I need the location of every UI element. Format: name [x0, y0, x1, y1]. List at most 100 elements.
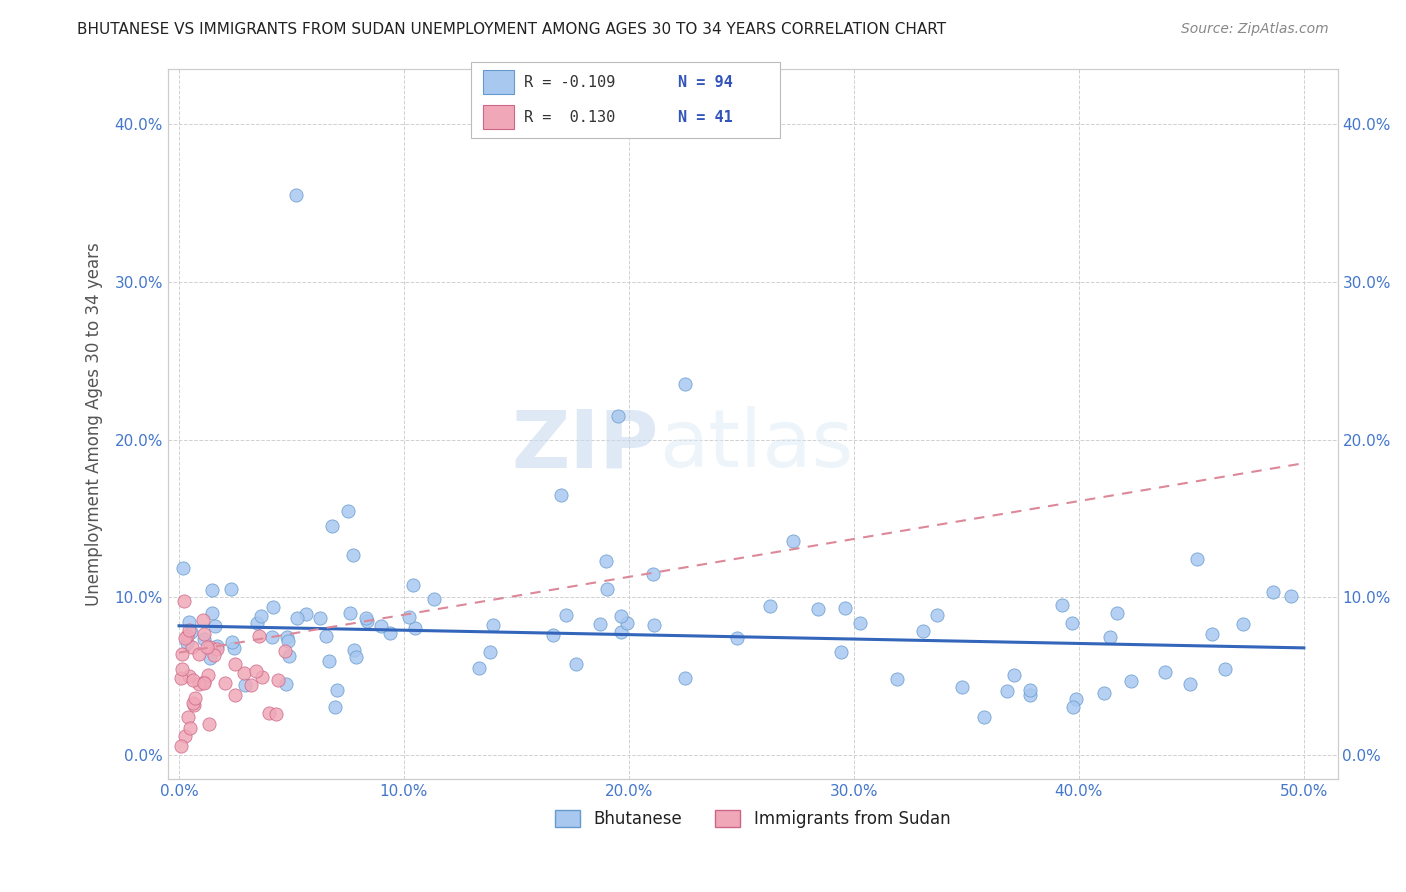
Point	[191, 613, 214, 627]
Point	[285, 611, 308, 625]
Point	[782, 533, 804, 548]
Point	[356, 614, 378, 628]
Point	[344, 650, 367, 665]
Point	[758, 599, 780, 614]
Point	[257, 706, 280, 720]
Point	[179, 615, 201, 630]
Text: atlas: atlas	[659, 406, 853, 484]
Point	[315, 629, 337, 643]
Point	[188, 647, 211, 661]
Point	[467, 660, 489, 674]
Point	[200, 640, 222, 654]
Point	[173, 729, 195, 743]
Point	[478, 645, 501, 659]
Point	[673, 377, 696, 392]
Point	[323, 700, 346, 714]
Point	[643, 618, 665, 632]
Point	[176, 629, 198, 643]
Point	[342, 548, 364, 562]
Point	[181, 696, 204, 710]
Point	[295, 607, 318, 622]
Point	[195, 640, 218, 655]
Point	[995, 684, 1018, 698]
Point	[198, 716, 221, 731]
Point	[1098, 630, 1121, 644]
Point	[264, 706, 287, 721]
Legend: Bhutanese, Immigrants from Sudan: Bhutanese, Immigrants from Sudan	[548, 803, 957, 835]
Point	[1279, 589, 1302, 603]
Point	[170, 647, 193, 661]
Point	[596, 582, 619, 596]
Point	[336, 503, 359, 517]
Point	[1201, 627, 1223, 641]
Point	[250, 608, 273, 623]
Point	[339, 606, 361, 620]
Point	[565, 657, 588, 672]
Point	[184, 691, 207, 706]
Point	[193, 627, 215, 641]
Point	[250, 670, 273, 684]
Point	[1187, 552, 1209, 566]
Point	[276, 630, 298, 644]
Point	[1119, 673, 1142, 688]
Point	[181, 673, 204, 687]
Point	[1019, 682, 1042, 697]
Point	[204, 619, 226, 633]
Point	[1064, 691, 1087, 706]
Point	[205, 642, 228, 657]
Point	[207, 640, 229, 654]
Point	[197, 668, 219, 682]
Point	[830, 644, 852, 658]
Point	[176, 635, 198, 649]
FancyBboxPatch shape	[471, 62, 780, 138]
Point	[1002, 667, 1025, 681]
Point	[233, 678, 256, 692]
Point	[1261, 585, 1284, 599]
Point	[1050, 598, 1073, 612]
Point	[911, 624, 934, 639]
Point	[273, 644, 295, 658]
Point	[193, 632, 215, 647]
Text: R =  0.130: R = 0.130	[523, 110, 614, 125]
Point	[180, 625, 202, 640]
Point	[202, 648, 225, 662]
Bar	[484, 105, 515, 129]
Point	[170, 662, 193, 676]
Point	[177, 710, 200, 724]
Point	[1232, 616, 1254, 631]
Point	[221, 635, 243, 649]
Point	[380, 626, 402, 640]
Point	[1092, 685, 1115, 699]
Point	[1213, 662, 1236, 676]
Text: N = 41: N = 41	[678, 110, 733, 125]
Point	[356, 611, 378, 625]
Point	[1018, 688, 1040, 702]
Point	[249, 629, 271, 643]
Point	[179, 623, 201, 637]
Point	[555, 607, 578, 622]
Text: N = 94: N = 94	[678, 75, 733, 90]
Point	[834, 600, 856, 615]
Point	[193, 675, 215, 690]
Point	[1107, 607, 1129, 621]
Text: R = -0.109: R = -0.109	[523, 75, 614, 90]
Point	[170, 671, 193, 685]
Y-axis label: Unemployment Among Ages 30 to 34 years: Unemployment Among Ages 30 to 34 years	[86, 242, 103, 606]
Point	[277, 634, 299, 648]
Point	[245, 664, 267, 678]
Point	[606, 409, 628, 423]
Point	[278, 648, 301, 663]
Point	[673, 671, 696, 685]
Point	[309, 611, 332, 625]
Point	[423, 591, 446, 606]
Point	[401, 577, 423, 591]
Point	[641, 566, 664, 581]
Point	[173, 594, 195, 608]
Point	[950, 681, 973, 695]
Point	[589, 616, 612, 631]
Point	[543, 627, 565, 641]
Point	[174, 631, 197, 645]
Point	[318, 654, 340, 668]
Point	[201, 583, 224, 598]
Point	[224, 657, 246, 672]
